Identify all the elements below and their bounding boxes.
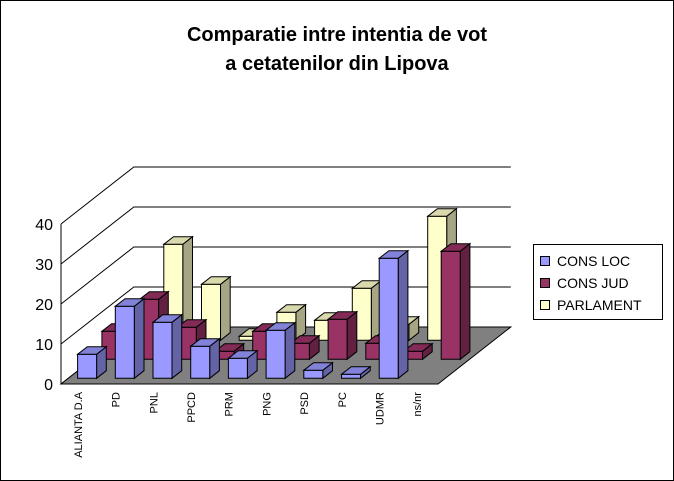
x-category-label-0: ALIANTA D.A [73,391,85,457]
bar-cons-loc-8-front [378,257,399,379]
bar-cons-loc-3 [189,337,221,380]
bar-cons-jud-1-top [138,291,170,300]
bar-cons-loc-8 [377,249,410,380]
bar-cons-loc-4-front [227,357,248,379]
legend-label-cons-jud: CONS JUD [557,275,629,291]
bar-cons-loc-2-top [151,314,184,323]
x-category-label-2: PNL [148,392,160,413]
bar-cons-jud-3-top [213,343,246,352]
bar-cons-loc-1-side [133,297,145,380]
bar-cons-loc-8-top [377,250,410,259]
gridline-4 [60,166,511,225]
bar-cons-jud-6-front [327,318,348,360]
x-category-label-8: UDMR [375,392,387,425]
bar-cons-loc-7-front [341,373,361,379]
legend-label-cons-loc: CONS LOC [557,253,631,269]
legend-swatch-parlament [540,300,550,310]
x-category-label-7: PC [337,392,349,407]
y-tick-label-0: 0 [44,377,53,394]
bar-cons-jud-9-side [459,242,471,361]
bar-cons-loc-5-side [284,321,296,380]
y-tick-label-4: 40 [35,217,53,234]
bar-parlament-8-top [426,208,458,217]
y-tick-label-3: 30 [35,257,53,274]
bar-cons-jud-9-front [440,250,461,360]
bar-cons-jud-2-top [175,319,208,328]
legend-swatch-cons-loc [540,256,550,266]
bar-cons-loc-3-front [190,345,211,379]
bar-cons-loc-0-front [77,353,98,379]
x-category-label-9: ns/nr [412,392,424,417]
chart-title-line-1: Comparatie intre intentia de vot [186,24,488,46]
chart-title-line-2: a cetatenilor din Lipova [225,53,449,75]
legend-swatch-cons-jud [540,278,550,288]
gridline-2 [60,246,511,305]
bar-cons-loc-5-top [264,322,297,331]
bar-cons-jud-9 [439,242,472,361]
x-category-label-3: PPCD [186,392,198,423]
chart-title: Comparatie intre intentia de vot a cetat… [1,21,673,79]
bar-cons-loc-3-top [189,338,221,347]
bar-cons-loc-5-front [265,329,286,379]
bar-cons-jud-6 [326,310,359,361]
bar-cons-loc-2-front [152,321,173,379]
bar-cons-jud-6-side [346,310,358,361]
bar-cons-loc-6-top [302,362,334,371]
legend-item-cons-jud: CONS JUD [540,272,656,294]
y-tick-label-1: 10 [35,337,53,354]
legend-label-parlament: PARLAMENT [557,297,642,313]
bar-cons-loc-2 [151,313,184,380]
gridline-3 [60,206,511,265]
chart-legend: CONS LOC CONS JUD PARLAMENT [533,244,663,320]
bar-parlament-1-top [162,236,194,245]
bar-cons-loc-0-top [76,346,108,355]
bar-parlament-4-top [275,304,308,313]
bar-parlament-2-top [200,276,232,285]
bar-cons-loc-2-side [171,313,183,380]
legend-item-cons-loc: CONS LOC [540,250,656,272]
x-category-label-5: PNG [261,392,273,416]
bar-cons-jud-5-top [288,335,321,344]
y-tick-label-2: 20 [35,297,53,314]
bar-cons-loc-6 [302,361,334,380]
x-category-label-6: PSD [299,392,311,415]
bar-cons-loc-7 [340,365,372,380]
bar-parlament-2-side [220,275,231,342]
legend-item-parlament: PARLAMENT [540,294,656,316]
bar-cons-loc-1 [113,297,146,380]
bar-cons-loc-5 [264,321,297,380]
bar-cons-loc-4-top [226,350,259,359]
bar-cons-loc-6-front [303,369,324,379]
x-category-label-4: PRM [224,392,236,416]
bar-cons-loc-1-top [113,298,146,307]
bar-cons-jud-6-top [326,311,359,320]
bar-cons-loc-1-front [114,305,135,379]
bar-cons-loc-0 [76,345,108,380]
bar-cons-loc-4 [226,349,259,380]
bar-cons-jud-8-top [402,343,434,352]
x-category-label-1: PD [111,392,123,407]
bar-cons-loc-7-top [340,366,372,375]
bar-parlament-6 [350,279,383,342]
bar-cons-loc-8-side [397,249,409,380]
bar-cons-jud-9-top [439,243,472,252]
